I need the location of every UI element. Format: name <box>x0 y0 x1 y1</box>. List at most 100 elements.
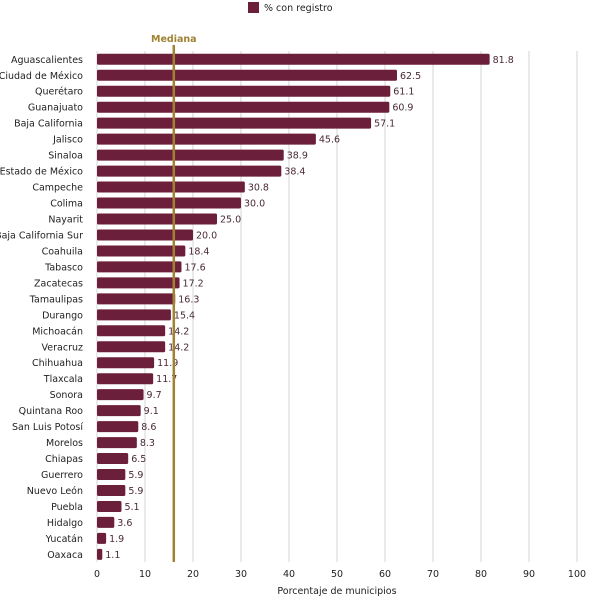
value-label-morelos: 8.3 <box>140 438 155 449</box>
value-label-yucatan: 1.9 <box>109 534 124 545</box>
bar-coahuila <box>97 245 186 257</box>
category-label-baja-california: Baja California <box>14 119 83 130</box>
category-label-veracruz: Veracruz <box>42 342 83 353</box>
legend: % con registro <box>248 2 333 14</box>
value-label-jalisco: 45.6 <box>319 135 340 146</box>
value-label-guanajuato: 60.9 <box>392 103 413 114</box>
bar-veracruz <box>97 341 166 353</box>
bar-sinaloa <box>97 149 284 161</box>
bar-nuevo-leon <box>97 484 126 496</box>
category-label-sonora: Sonora <box>50 390 83 401</box>
bar-jalisco <box>97 133 316 145</box>
x-tick-label-10: 10 <box>139 569 151 580</box>
bar-tabasco <box>97 261 182 273</box>
category-label-hidalgo: Hidalgo <box>47 518 83 529</box>
x-axis: 0 10 20 30 40 50 60 70 80 90 100 <box>94 569 586 580</box>
bar-aguascalientes <box>97 53 490 65</box>
category-label-quintana-roo: Quintana Roo <box>19 406 84 417</box>
bar-baja-california <box>97 117 372 129</box>
category-label-nayarit: Nayarit <box>48 215 83 226</box>
category-label-tabasco: Tabasco <box>44 262 83 273</box>
x-tick-label-90: 90 <box>523 569 535 580</box>
x-tick-label-50: 50 <box>331 569 343 580</box>
value-label-quintana-roo: 9.1 <box>144 406 159 417</box>
category-label-aguascalientes: Aguascalientes <box>11 55 83 66</box>
category-label-nuevo-leon: Nuevo León <box>27 486 83 497</box>
category-label-morelos: Morelos <box>46 438 83 449</box>
legend-swatch <box>248 2 259 13</box>
category-label-guanajuato: Guanajuato <box>28 103 83 114</box>
value-label-colima: 30.0 <box>244 199 265 210</box>
value-label-tabasco: 17.6 <box>184 262 205 273</box>
category-label-coahuila: Coahuila <box>42 246 83 257</box>
bar-guerrero <box>97 469 126 481</box>
x-tick-label-20: 20 <box>187 569 199 580</box>
x-tick-label-100: 100 <box>568 569 586 580</box>
value-label-aguascalientes: 81.8 <box>493 55 514 66</box>
x-tick-label-30: 30 <box>235 569 247 580</box>
median-line-group: Mediana <box>151 34 197 562</box>
value-label-sinaloa: 38.9 <box>287 151 308 162</box>
value-label-ciudad-de-mexico: 62.5 <box>400 71 421 82</box>
category-label-zacatecas: Zacatecas <box>34 278 83 289</box>
bar-chihuahua <box>97 357 155 369</box>
category-label-campeche: Campeche <box>32 183 83 194</box>
bar-durango <box>97 309 171 321</box>
value-label-michoacan: 14.2 <box>168 326 189 337</box>
category-label-queretaro: Querétaro <box>35 87 83 98</box>
value-label-nuevo-leon: 5.9 <box>128 486 143 497</box>
value-label-veracruz: 14.2 <box>168 342 189 353</box>
x-tick-label-40: 40 <box>283 569 295 580</box>
bar-guanajuato <box>97 101 390 113</box>
value-label-sonora: 9.7 <box>147 390 162 401</box>
category-label-sinaloa: Sinaloa <box>48 151 83 162</box>
category-label-guerrero: Guerrero <box>41 470 83 481</box>
bar-morelos <box>97 437 137 449</box>
category-label-estado-de-mexico: Estado de México <box>0 167 83 178</box>
bar-tlaxcala <box>97 373 154 385</box>
category-label-yucatan: Yucatán <box>45 534 83 545</box>
bar-puebla <box>97 500 122 512</box>
x-tick-label-70: 70 <box>427 569 439 580</box>
bar-san-luis-potosi <box>97 421 139 433</box>
value-label-estado-de-mexico: 38.4 <box>284 167 305 178</box>
bar-campeche <box>97 181 245 193</box>
median-label: Mediana <box>151 34 197 45</box>
category-label-puebla: Puebla <box>51 502 83 513</box>
category-label-chiapas: Chiapas <box>45 454 83 465</box>
category-label-chihuahua: Chihuahua <box>32 358 83 369</box>
value-label-coahuila: 18.4 <box>188 246 209 257</box>
bar-quintana-roo <box>97 405 141 417</box>
value-label-baja-california-sur: 20.0 <box>196 230 217 241</box>
category-label-colima: Colima <box>50 199 83 210</box>
bar-estado-de-mexico <box>97 165 282 177</box>
value-label-campeche: 30.8 <box>248 183 269 194</box>
category-label-michoacan: Michoacán <box>32 326 83 337</box>
x-tick-label-60: 60 <box>379 569 391 580</box>
bar-chiapas <box>97 453 129 465</box>
value-label-queretaro: 61.1 <box>393 87 414 98</box>
bar-yucatan <box>97 532 107 544</box>
bar-michoacan <box>97 325 166 337</box>
category-label-durango: Durango <box>42 310 83 321</box>
value-label-san-luis-potosi: 8.6 <box>141 422 156 433</box>
bar-baja-california-sur <box>97 229 193 241</box>
value-label-tlaxcala: 11.7 <box>156 374 177 385</box>
bar-queretaro <box>97 85 391 97</box>
bar-oaxaca <box>97 548 103 560</box>
category-label-oaxaca: Oaxaca <box>47 550 83 561</box>
category-label-jalisco: Jalisco <box>52 135 83 146</box>
legend-label: % con registro <box>264 3 333 14</box>
category-label-ciudad-de-mexico: Ciudad de México <box>0 71 83 82</box>
x-axis-title: Porcentaje de municipios <box>277 586 396 597</box>
bars: Aguascalientes 81.8 Ciudad de México 62.5 Qu… <box>0 53 514 561</box>
value-label-nayarit: 25.0 <box>220 215 241 226</box>
category-label-baja-california-sur: Baja California Sur <box>0 230 83 241</box>
bar-hidalgo <box>97 516 115 528</box>
value-label-baja-california: 57.1 <box>374 119 395 130</box>
value-label-guerrero: 5.9 <box>128 470 143 481</box>
value-label-tamaulipas: 16.3 <box>178 294 199 305</box>
x-tick-label-0: 0 <box>94 569 100 580</box>
value-label-oaxaca: 1.1 <box>105 550 120 561</box>
